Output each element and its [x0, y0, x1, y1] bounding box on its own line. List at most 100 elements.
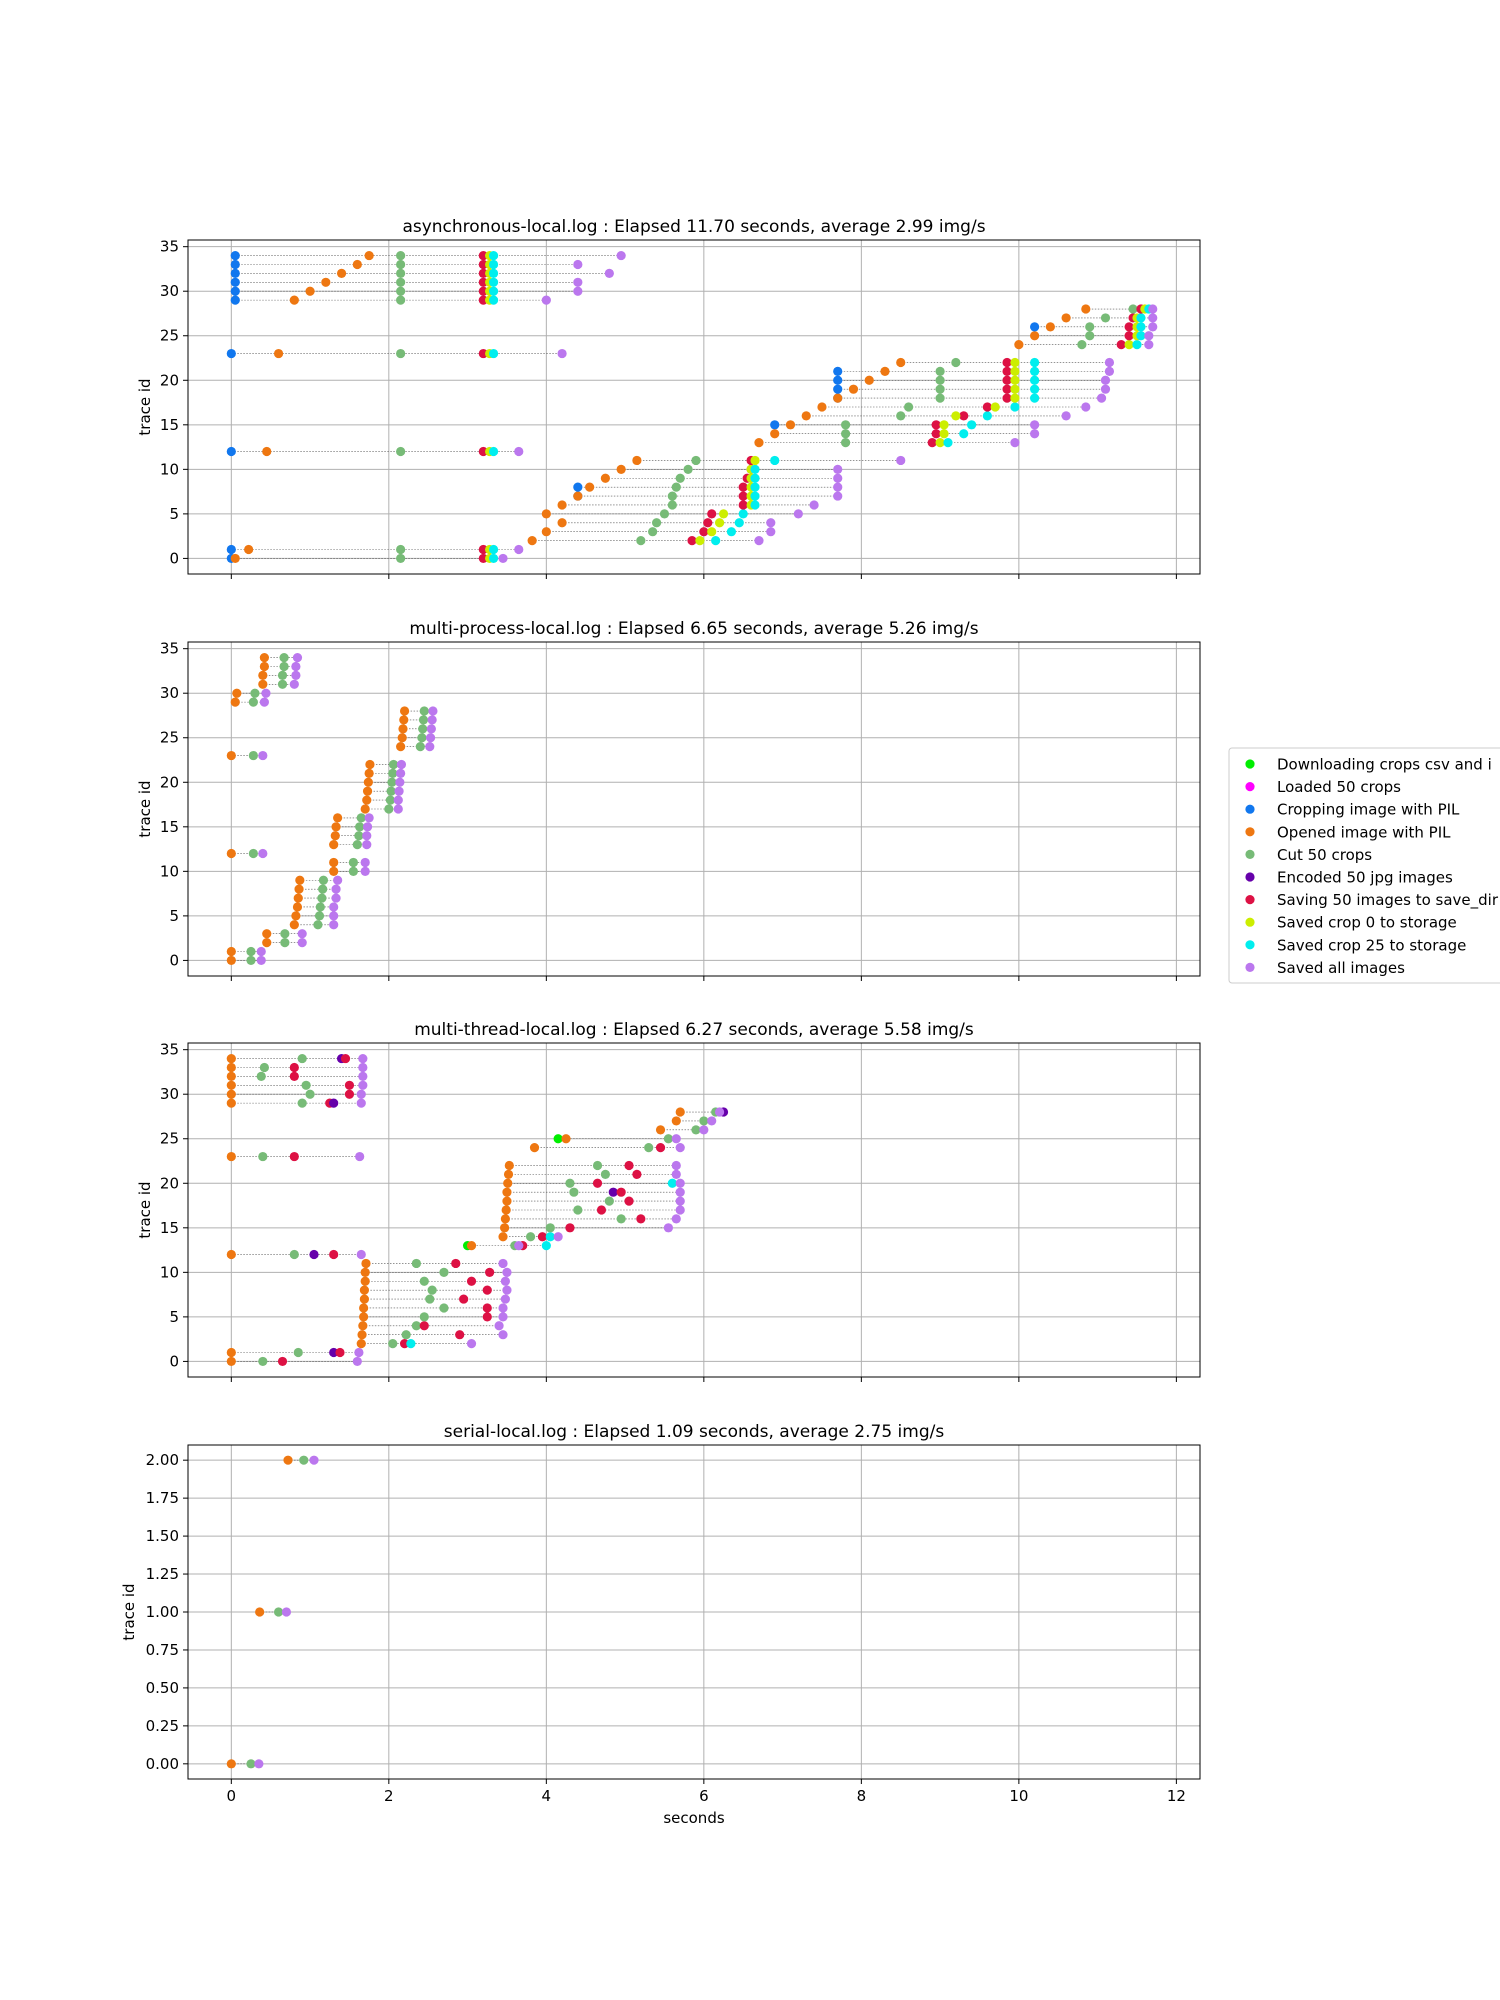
data-point-saved0 — [714, 518, 725, 528]
data-point-cut — [1085, 322, 1095, 332]
y-tick-label: 0.50 — [146, 1679, 179, 1697]
data-point-opened — [399, 706, 410, 716]
data-point-cut — [396, 259, 406, 270]
data-point-saving — [478, 544, 488, 555]
data-point-saving — [624, 1160, 634, 1171]
data-point-savedall — [502, 1267, 512, 1277]
data-point-cut — [386, 786, 396, 796]
data-point-saving — [329, 1249, 339, 1260]
data-point-cropping — [1030, 322, 1040, 332]
data-point-saving — [1002, 357, 1012, 368]
y-tick-label: 5 — [169, 505, 179, 523]
data-point-saving — [592, 1178, 603, 1188]
data-point-cropping — [833, 384, 843, 394]
data-point-opened — [273, 348, 284, 359]
data-point-saving — [1002, 375, 1012, 385]
data-point-savedall — [329, 920, 339, 930]
data-point-opened — [258, 670, 268, 681]
data-point-opened — [785, 420, 796, 430]
data-point-savedall — [309, 1455, 319, 1465]
data-point-savedall — [425, 733, 436, 743]
data-point-opened — [333, 813, 343, 823]
data-point-opened — [294, 884, 304, 894]
data-point-opened — [295, 875, 305, 885]
x-tick-label: 4 — [542, 1787, 552, 1805]
data-point-saved25 — [770, 455, 780, 466]
data-point-cut — [313, 920, 323, 930]
data-point-savedall — [364, 813, 374, 823]
data-point-savedall — [356, 1249, 366, 1260]
data-point-cut — [418, 724, 428, 734]
data-point-saved25 — [726, 527, 737, 537]
data-point-cut — [1128, 304, 1138, 314]
data-point-cut — [841, 429, 851, 439]
y-tick-label: 30 — [160, 1085, 179, 1103]
data-point-savedall — [714, 1107, 725, 1117]
chart-panel-1: 0 5 10 15 20 25 30 35 multi-process-local.log : … — [136, 619, 1201, 981]
data-point-savedall — [1030, 429, 1040, 439]
data-point-cut — [951, 357, 961, 368]
legend-item: Saved all images — [1245, 959, 1405, 977]
data-point-cut — [667, 500, 677, 510]
data-point-savedall — [1104, 366, 1115, 376]
data-point-savedall — [833, 491, 843, 501]
data-point-saved25 — [959, 429, 969, 439]
data-point-opened — [504, 1160, 514, 1171]
data-point-saving — [451, 1258, 461, 1269]
x-tick-label: 8 — [857, 1787, 867, 1805]
data-point-saved25 — [943, 438, 953, 448]
data-point-opened — [262, 446, 272, 457]
data-point-cut — [277, 670, 288, 681]
data-point-savedall — [514, 446, 524, 457]
data-point-savedall — [393, 804, 403, 814]
data-point-saving — [927, 438, 937, 448]
data-point-saving — [478, 259, 488, 270]
data-point-saved25 — [1136, 331, 1146, 341]
data-point-saved25 — [982, 411, 992, 421]
data-point-savedall — [500, 1276, 510, 1286]
data-point-cut — [418, 715, 429, 725]
data-point-saved25 — [750, 464, 760, 474]
legend-label: Saved all images — [1277, 959, 1405, 977]
x-tick-label: 12 — [1167, 1787, 1186, 1805]
data-point-savedall — [1100, 375, 1111, 385]
data-point-savedall — [573, 286, 583, 296]
data-point-saving — [466, 1276, 477, 1286]
data-point-cut — [348, 866, 358, 876]
legend-label: Cropping image with PIL — [1277, 801, 1460, 819]
chart-title: serial-local.log : Elapsed 1.09 seconds,… — [444, 1422, 945, 1442]
data-point-savedall — [809, 500, 819, 510]
data-point-saving — [565, 1223, 575, 1233]
data-point-opened — [226, 1089, 236, 1099]
data-point-savedall — [297, 938, 307, 948]
data-point-opened — [360, 804, 370, 814]
data-point-opened — [230, 697, 240, 707]
data-point-cut — [396, 446, 406, 457]
legend-label: Saved crop 0 to storage — [1277, 914, 1457, 932]
data-point-cut — [667, 491, 677, 501]
legend-item: Saved crop 25 to storage — [1245, 936, 1466, 954]
x-axis-label: seconds — [663, 1809, 724, 1827]
data-point-savedall — [498, 1258, 508, 1269]
data-point-opened — [259, 652, 269, 663]
data-point-cropping — [833, 366, 843, 376]
data-point-opened — [770, 429, 780, 439]
data-point-opened — [541, 527, 551, 537]
x-tick-label: 2 — [384, 1787, 394, 1805]
data-point-cut — [427, 1285, 437, 1295]
data-point-cut — [289, 1249, 299, 1260]
data-point-opened — [364, 768, 374, 778]
data-point-cut — [1085, 331, 1095, 341]
data-point-saving — [537, 1232, 547, 1242]
data-point-savedall — [358, 1053, 368, 1064]
data-point-saved0 — [1010, 357, 1020, 368]
data-point-opened — [226, 1249, 236, 1260]
data-point-savedall — [604, 268, 614, 278]
data-point-saved25 — [667, 1178, 677, 1188]
data-point-saved25 — [488, 348, 499, 359]
data-point-cut — [258, 1151, 268, 1162]
data-point-saved25 — [967, 420, 977, 430]
data-point-saving — [478, 348, 488, 359]
data-point-saving — [738, 482, 748, 492]
data-point-cropping — [770, 420, 780, 430]
